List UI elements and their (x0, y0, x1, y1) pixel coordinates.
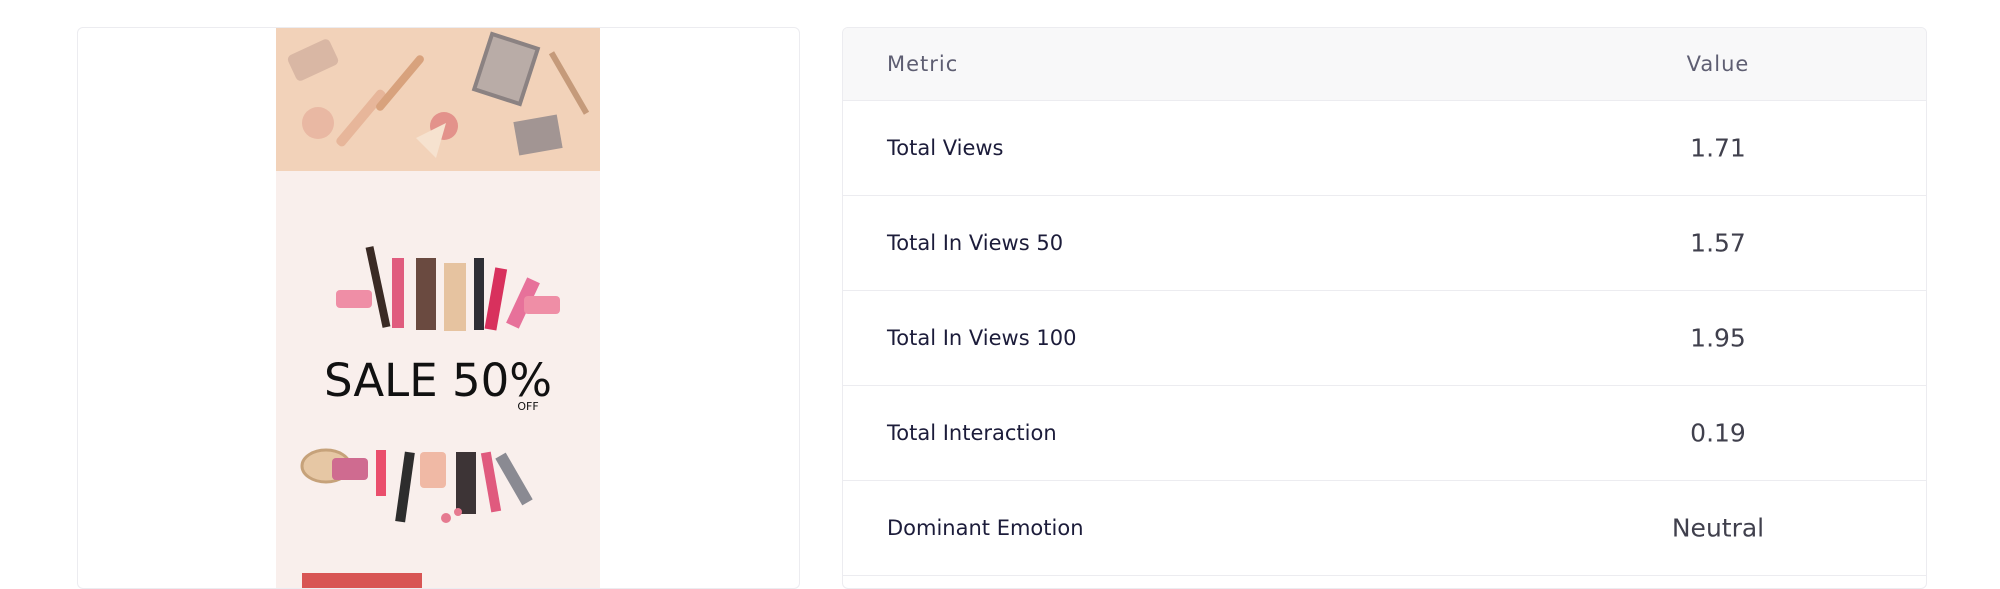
value-cell: 1.71 (1690, 133, 1746, 163)
metrics-table: Metric Value Total Views 1.71 Total In Vie… (842, 27, 1927, 589)
ad-card: SALE 50% OFF (77, 27, 800, 589)
ad-illustration: SALE 50% OFF (276, 28, 600, 588)
value-cell: 1.57 (1690, 228, 1746, 258)
header-cell: Metric (887, 52, 959, 76)
value-cell: Neutral (1671, 513, 1765, 543)
metric-cell: Dominant Emotion (887, 516, 1084, 540)
table-header: Metric Value (843, 28, 1926, 101)
table-row: Total In Views 50 1.57 (843, 196, 1926, 291)
value-cell: 1.95 (1690, 323, 1746, 353)
value-cell: 0.19 (1690, 418, 1746, 448)
header-cell: Value (1686, 52, 1750, 76)
metric-cell: Total Views (887, 136, 1004, 160)
banner-subtext: OFF (517, 400, 538, 413)
photo-items (287, 31, 590, 158)
table-row: Total Views 1.71 (843, 101, 1926, 196)
banner-text: SALE 50% (324, 354, 552, 407)
ad-creative: SALE 50% OFF (276, 28, 600, 588)
makeup-fan-top (336, 246, 560, 331)
metric-cell: Total In Views 50 (887, 231, 1064, 255)
table-row: Total Interaction 0.19 (843, 386, 1926, 481)
metric-cell: Total Interaction (887, 421, 1057, 445)
metric-cell: Total In Views 100 (887, 326, 1077, 350)
cut-off-caption (302, 573, 422, 588)
table-row: Dominant Emotion Neutral (843, 481, 1926, 576)
makeup-fan-bottom (300, 448, 533, 523)
table-row: Total In Views 100 1.95 (843, 291, 1926, 386)
